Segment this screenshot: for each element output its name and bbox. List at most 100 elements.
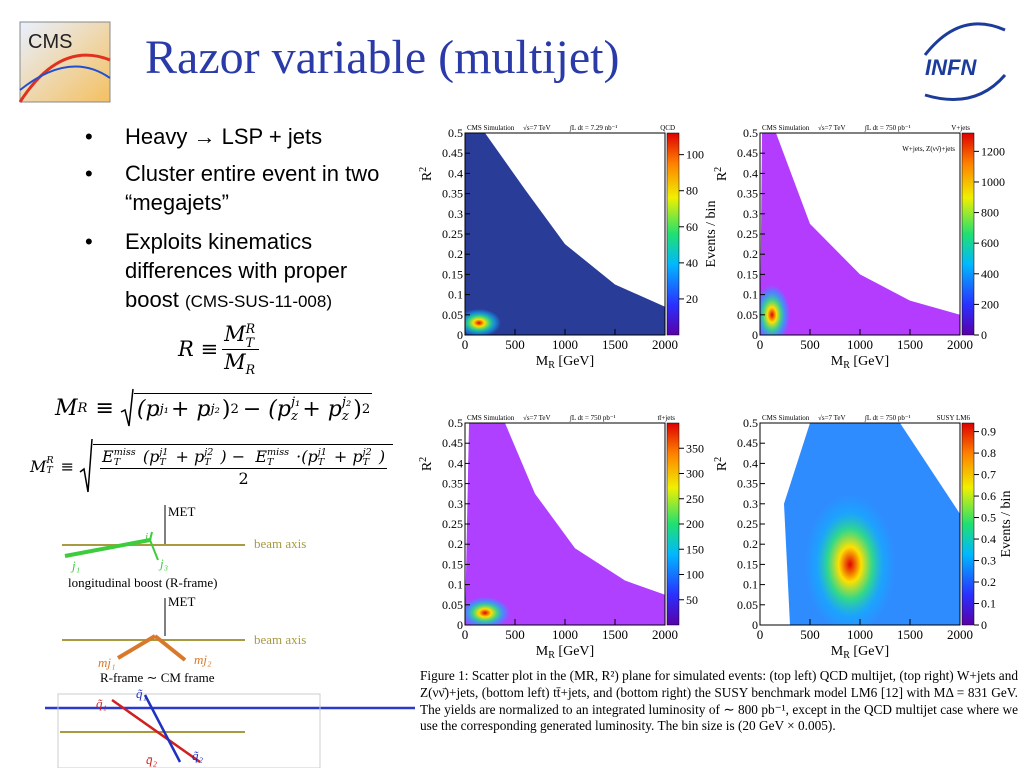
quark-line (143, 694, 182, 763)
supsub: j1 T (318, 447, 327, 468)
bullet: • Heavy → LSP + jets (85, 122, 385, 151)
token: R (245, 321, 256, 337)
plot-header: CMS Simulation (467, 124, 515, 132)
plot-header: ∫L dt = 750 pb⁻¹ (864, 414, 911, 422)
plot-header: ∫L dt = 750 pb⁻¹ (569, 414, 616, 422)
radicand: (p j₁ + p j₂ ) 2 − (p j₁ z + p j₂ z ) 2 (133, 392, 373, 424)
label: q̃₁ (96, 696, 107, 711)
colorbar-tick-label: 250 (686, 492, 704, 506)
jet (116, 634, 157, 660)
label-part: [GeV] (555, 354, 594, 369)
label: q̃₁ (136, 686, 147, 701)
label-part: R (843, 650, 850, 661)
token: 2 (230, 402, 239, 417)
plots: 0 500 1000 1500 200000.050.10.150.20.250.30.… (418, 124, 1014, 661)
plot-process: tt̄+jets (657, 414, 675, 422)
bullet: • Exploits kinematics differences with pr… (85, 227, 385, 316)
y-tick-label: 0.4 (743, 166, 758, 180)
token: R (245, 361, 256, 377)
colorbar-tick-label: 80 (686, 184, 698, 198)
x-tick-label: 1500 (602, 627, 628, 642)
token: ) (221, 397, 231, 422)
radical (79, 438, 93, 493)
y-tick-label: 0.4 (448, 166, 463, 180)
logo-track (18, 53, 111, 103)
density (784, 423, 960, 625)
label-part: M (831, 644, 844, 659)
plot-header: ∫L dt = 7.29 nb⁻¹ (569, 124, 617, 132)
token: M (30, 456, 47, 476)
colorbar-tick-label: 0 (981, 328, 987, 342)
token: j2 (204, 446, 214, 458)
token: + p (170, 397, 211, 422)
supsub: j2 T (363, 447, 372, 468)
colorbar-tick-label: 0.9 (981, 425, 996, 439)
density (760, 133, 960, 335)
y-axis-label: R2 (713, 167, 730, 181)
infn-arc (923, 22, 1006, 56)
token: + p (175, 447, 205, 467)
x-tick-label: 0 (757, 627, 764, 642)
colorbar-tick-label: 20 (686, 292, 698, 306)
label-part: 2 (418, 457, 429, 462)
density-region (465, 133, 665, 335)
jet (149, 539, 159, 561)
colorbar-tick-label: 0.7 (981, 468, 996, 482)
density (465, 133, 665, 335)
colorbar-tick-label: 800 (981, 206, 999, 220)
x-tick-label: 500 (800, 627, 820, 642)
plot-header: √s=7 TeV (523, 124, 551, 132)
token: (p (136, 397, 160, 422)
y-tick-label: 0.2 (743, 247, 758, 261)
token: 2 (361, 402, 371, 417)
plot: 0 500 1000 1500 200000.050.10.150.20.250.30.… (418, 124, 719, 371)
diagram: MET beam axis j₁ j₂ j₃ longitudinal boos… (57, 504, 321, 768)
bullet-dot: • (85, 124, 93, 149)
y-tick-label: 0.35 (737, 477, 758, 491)
bullet-text: Heavy → LSP + jets (125, 124, 323, 149)
colorbar (961, 422, 975, 626)
jet (153, 634, 187, 662)
y-tick-label: 0.1 (743, 578, 758, 592)
label: q̄₂ (146, 752, 158, 767)
y-tick-label: 0.2 (448, 537, 463, 551)
label-part: R (715, 461, 730, 471)
x-axis-label: MR [GeV] (536, 354, 594, 371)
plot: 0 500 1000 1500 200000.050.10.150.20.250.30.… (713, 124, 1005, 371)
radical (120, 388, 134, 427)
y-tick-label: 0.45 (737, 146, 758, 160)
supsub: miss T (113, 447, 136, 468)
colorbar-tick-label: 0.4 (981, 532, 996, 546)
colorbar-tick-label: 400 (981, 267, 999, 281)
y-axis-label: R2 (418, 167, 435, 181)
token: E (255, 447, 268, 467)
plot-process: QCD (660, 124, 675, 132)
y-tick-label: 0.2 (743, 537, 758, 551)
bullet-dot: • (85, 161, 93, 186)
colorbar-tick-label: 0.1 (981, 597, 996, 611)
figure-caption: Figure 1: Scatter plot in the (MR, R²) p… (420, 668, 1018, 734)
density-core (465, 308, 501, 335)
token: M (55, 395, 78, 421)
x-tick-label: 1000 (552, 627, 578, 642)
y-tick-label: 0.35 (737, 187, 758, 201)
colorbar (961, 132, 975, 336)
slide-title: Razor variable (multijet) (145, 31, 620, 84)
colorbar-tick-label: 600 (981, 236, 999, 250)
token: T (113, 456, 121, 468)
y-tick-label: 0.15 (737, 267, 758, 281)
y-tick-label: 0.1 (448, 578, 463, 592)
y-tick-label: 0.25 (737, 517, 758, 531)
x-tick-label: 0 (462, 627, 469, 642)
colorbar-tick-label: 0.8 (981, 446, 996, 460)
colorbar-tick-label: 50 (686, 593, 698, 607)
colorbar-tick-label: 0.5 (981, 511, 996, 525)
colorbar-tick-label: 0.2 (981, 575, 996, 589)
y-tick-label: 0.4 (448, 456, 463, 470)
colorbar-tick-label: 100 (686, 568, 704, 582)
